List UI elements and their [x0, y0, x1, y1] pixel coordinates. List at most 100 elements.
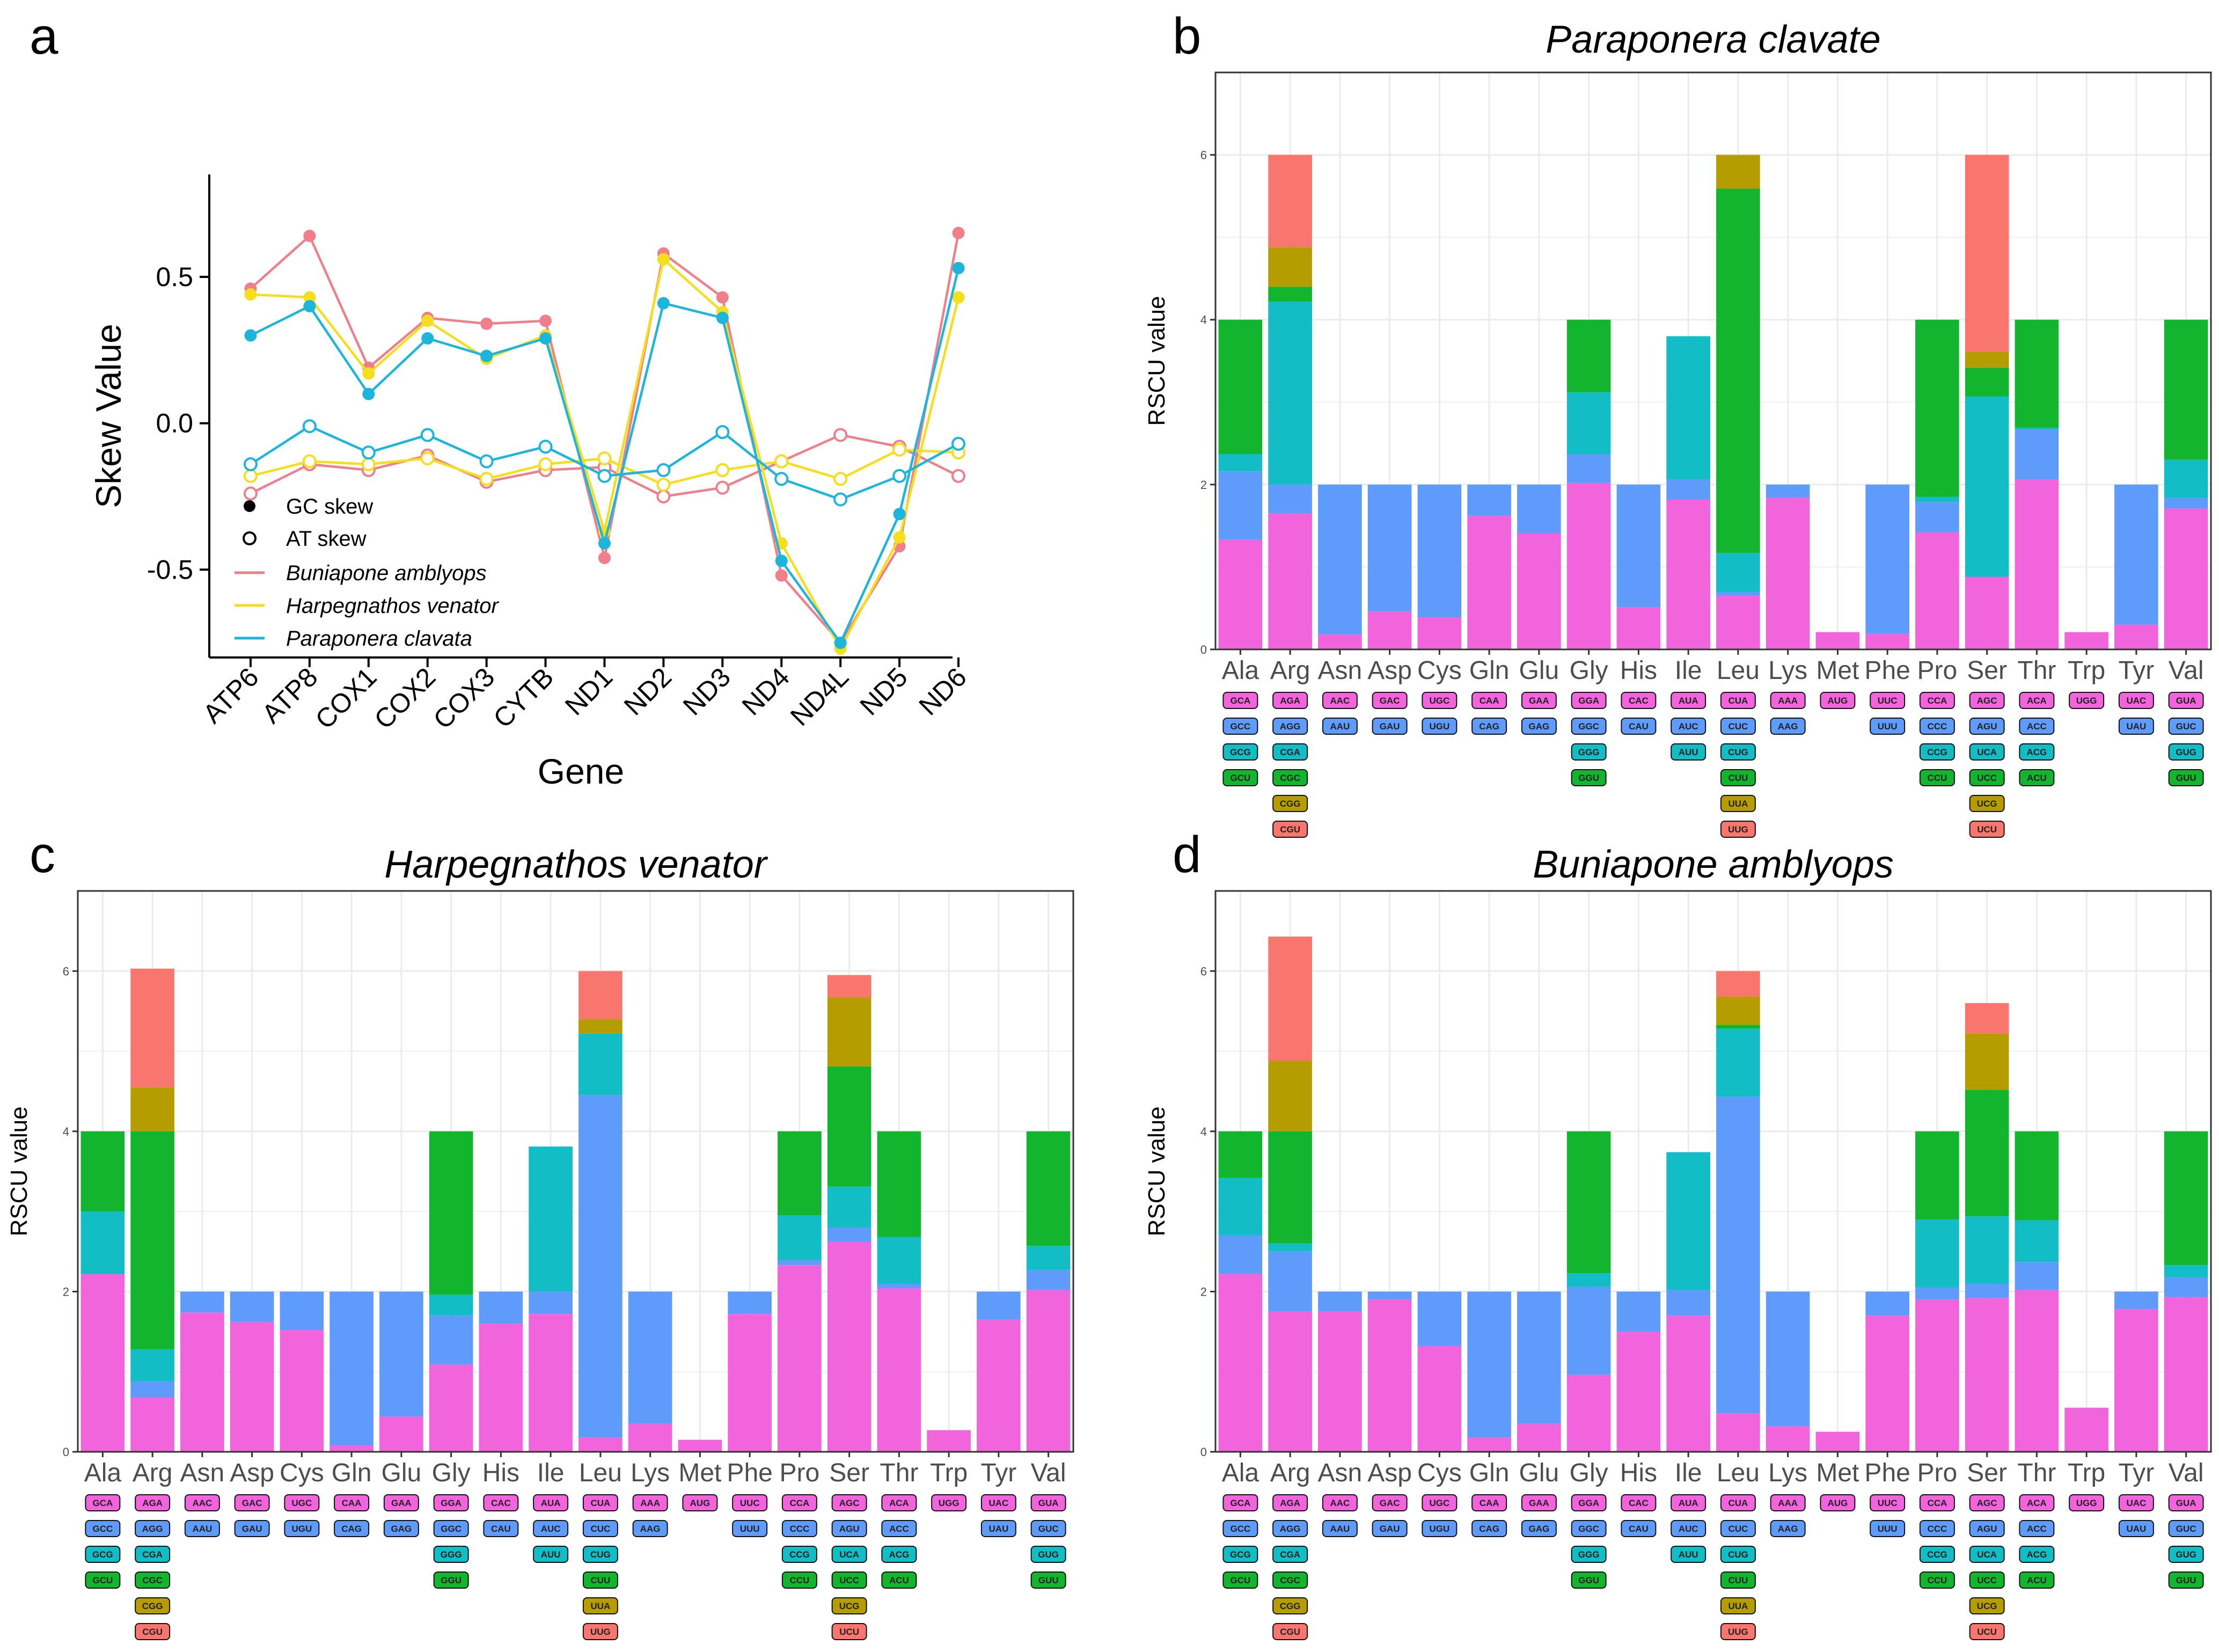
codon-box	[2168, 1520, 2204, 1537]
x-tick-label-ser: Ser	[1967, 1459, 2007, 1487]
codon-box	[1471, 718, 1507, 735]
codon-text: UUA	[1728, 1601, 1748, 1611]
bar-segment-asp-gac	[1367, 1299, 1412, 1452]
codon-label-ugu: UGU	[1422, 1520, 1458, 1537]
codon-label-uuu: UUU	[1870, 1520, 1906, 1537]
bar-segment-leu-uua	[578, 1019, 623, 1034]
bar-segment-his-cau	[1616, 484, 1661, 608]
bar-segment-asn-aau	[1318, 484, 1362, 635]
at-skew-point	[479, 472, 494, 486]
bar-segment-ser-ucu	[1965, 1003, 2009, 1034]
codon-box	[1969, 1520, 2005, 1537]
bar-segment-pro-ccg	[778, 1215, 822, 1261]
codon-text: GUC	[2176, 721, 2196, 732]
x-tick-label-arg: Arg	[1270, 656, 1310, 685]
codon-box	[533, 1494, 569, 1511]
bar-segment-cys-ugu	[1417, 484, 1462, 618]
codon-label-ucg: UCG	[1969, 1597, 2005, 1614]
codon-label-gga: GGA	[1571, 692, 1607, 709]
bar-segment-ile-auc	[529, 1291, 573, 1314]
bar-ile	[1666, 1152, 1710, 1452]
codon-text: UGU	[1429, 1524, 1449, 1534]
bar-segment-asn-aac	[1318, 634, 1362, 649]
bar-segment-leu-cug	[1716, 553, 1760, 592]
codon-box	[1671, 743, 1707, 761]
bar-val	[1026, 1131, 1071, 1452]
codon-label-auu: AUU	[1671, 1546, 1707, 1563]
codon-text: UUG	[590, 1627, 611, 1637]
codon-label-cgg: CGG	[1272, 1597, 1308, 1614]
at-skew-point	[715, 480, 730, 495]
codon-text: UCC	[1977, 1575, 1997, 1585]
codon-text: ACA	[889, 1498, 909, 1508]
codon-text: UGG	[2076, 696, 2097, 706]
bar-segment-val-guc	[2164, 498, 2208, 509]
bar-segment-glu-gag	[1517, 484, 1561, 533]
codon-label-uug: UUG	[582, 1623, 618, 1640]
x-tick-label-his: His	[1620, 656, 1657, 685]
bar-segment-gln-cag	[1467, 1291, 1511, 1438]
codon-label-gcg: GCG	[85, 1546, 121, 1563]
bar-tyr	[2114, 1291, 2158, 1452]
codon-text: GAC	[1380, 696, 1400, 706]
x-tick-label-gly: Gly	[1570, 656, 1608, 685]
bar-ala	[1218, 319, 1263, 649]
bar-leu	[1716, 155, 1760, 649]
codon-box	[1671, 1546, 1707, 1563]
bar-segment-met-aug	[1815, 1431, 1860, 1452]
bar-segment-thr-acu	[2015, 1131, 2059, 1220]
codon-text: GAU	[1380, 721, 1400, 732]
bar-segment-phe-uuc	[1865, 1315, 1909, 1452]
gc-skew-point	[775, 554, 788, 567]
codon-text: GUG	[2176, 747, 2196, 757]
codon-box	[1571, 718, 1607, 735]
codon-text: CCA	[789, 1498, 809, 1508]
x-tick-label-val: Val	[2169, 1459, 2204, 1487]
bar-segment-thr-acc	[2015, 429, 2059, 480]
codon-box	[433, 1520, 469, 1537]
codon-text: AUG	[1827, 1498, 1848, 1508]
codon-text: UAU	[2126, 721, 2146, 732]
bar-leu	[1716, 971, 1760, 1452]
x-tick-label-lys: Lys	[631, 1459, 670, 1487]
bar-segment-thr-aca	[2015, 1290, 2059, 1452]
gc-skew-point	[952, 291, 965, 304]
at-skew-point	[892, 442, 907, 457]
bar-segment-his-cau	[479, 1291, 523, 1324]
codon-text: GGC	[441, 1524, 462, 1534]
gc-skew-point	[952, 262, 965, 275]
codon-text: GGU	[441, 1575, 462, 1585]
codon-text: UGU	[1429, 721, 1449, 732]
bar-segment-val-gug	[2164, 1265, 2208, 1277]
codon-box	[85, 1546, 121, 1563]
codon-text: GCU	[92, 1575, 113, 1585]
bar-segment-val-gua	[2164, 508, 2208, 649]
bar-segment-ile-aua	[1666, 499, 1710, 649]
bar-gln	[1467, 1291, 1511, 1452]
x-tick-label-lys: Lys	[1768, 1459, 1807, 1487]
bar-segment-ser-ucc	[1965, 1090, 2009, 1217]
panel-title: Buniapone amblyops	[1533, 843, 1893, 886]
codon-label-uua: UUA	[1720, 1597, 1756, 1614]
bar-phe	[728, 1291, 772, 1452]
bar-segment-ile-auu	[1666, 336, 1710, 480]
codon-text: CUC	[1728, 721, 1748, 732]
codon-text: AUA	[1679, 1498, 1698, 1508]
bar-segment-asp-gau	[1367, 484, 1412, 612]
codon-label-ucg: UCG	[1969, 795, 2005, 812]
bar-his	[479, 1291, 523, 1452]
x-tick-label-atp6: ATP6	[197, 662, 264, 729]
codon-box	[831, 1597, 867, 1614]
bar-segment-pro-ccg	[1915, 496, 1959, 502]
bar-segment-tyr-uac	[2114, 1309, 2158, 1452]
bar-segment-arg-cga	[1268, 301, 1312, 485]
codon-text: GGC	[1578, 1524, 1599, 1534]
codon-box	[1030, 1571, 1066, 1589]
codon-label-aga: AGA	[1272, 1494, 1308, 1511]
codon-label-cgc: CGC	[1272, 769, 1308, 786]
codon-label-aac: AAC	[1322, 692, 1358, 709]
codon-text: UCC	[1977, 773, 1997, 783]
bar-segment-thr-acu	[2015, 319, 2059, 428]
codon-text: AAC	[1330, 1498, 1350, 1508]
codon-box	[1222, 718, 1258, 735]
